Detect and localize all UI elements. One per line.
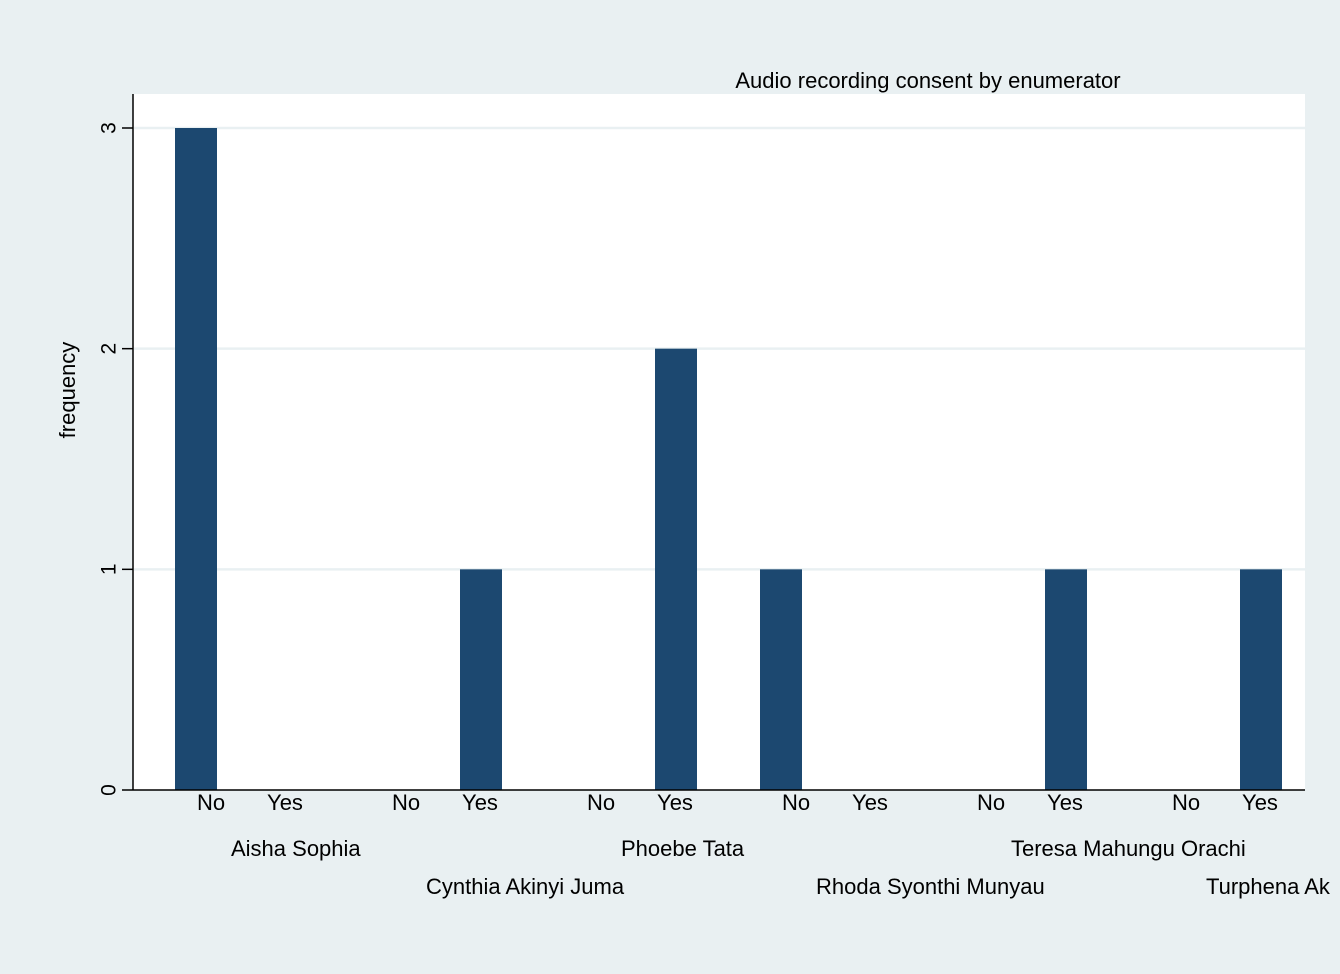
x-category-label: No	[392, 790, 420, 815]
y-tick-label: 0	[98, 784, 121, 796]
y-axis-label: frequency	[55, 342, 80, 439]
x-category-label: No	[782, 790, 810, 815]
x-category-label: No	[587, 790, 615, 815]
x-category-label: No	[197, 790, 225, 815]
grid-lines	[134, 126, 1305, 571]
bars	[175, 128, 1282, 790]
y-tick-label: 2	[98, 343, 121, 355]
x-category-label: Yes	[462, 790, 498, 815]
x-category-labels: No Yes No Yes No Yes No Yes No Yes No Yes	[197, 790, 1278, 815]
x-category-label: Yes	[852, 790, 888, 815]
bar	[1045, 569, 1087, 790]
y-ticks: 0 1 2 3	[98, 122, 133, 796]
x-category-label: Yes	[657, 790, 693, 815]
plot-area	[133, 94, 1305, 790]
group-label: Turphena Ak	[1206, 874, 1331, 899]
group-labels: Aisha Sophia Cynthia Akinyi Juma Phoebe Ta…	[231, 836, 1331, 899]
group-label: Rhoda Syonthi Munyau	[816, 874, 1045, 899]
group-label: Teresa Mahungu Orachi	[1011, 836, 1246, 861]
group-label: Phoebe Tata	[621, 836, 745, 861]
x-category-label: Yes	[267, 790, 303, 815]
bar	[655, 348, 697, 790]
y-tick-label: 1	[98, 563, 121, 575]
x-category-label: Yes	[1242, 790, 1278, 815]
group-label: Cynthia Akinyi Juma	[426, 874, 625, 899]
x-category-label: Yes	[1047, 790, 1083, 815]
x-category-label: No	[977, 790, 1005, 815]
bar	[1240, 569, 1282, 790]
bar	[460, 569, 502, 790]
group-label: Aisha Sophia	[231, 836, 361, 861]
chart-title: Audio recording consent by enumerator	[735, 68, 1120, 93]
bar	[175, 128, 217, 790]
bar	[760, 569, 802, 790]
x-category-label: No	[1172, 790, 1200, 815]
y-tick-label: 3	[98, 122, 121, 134]
